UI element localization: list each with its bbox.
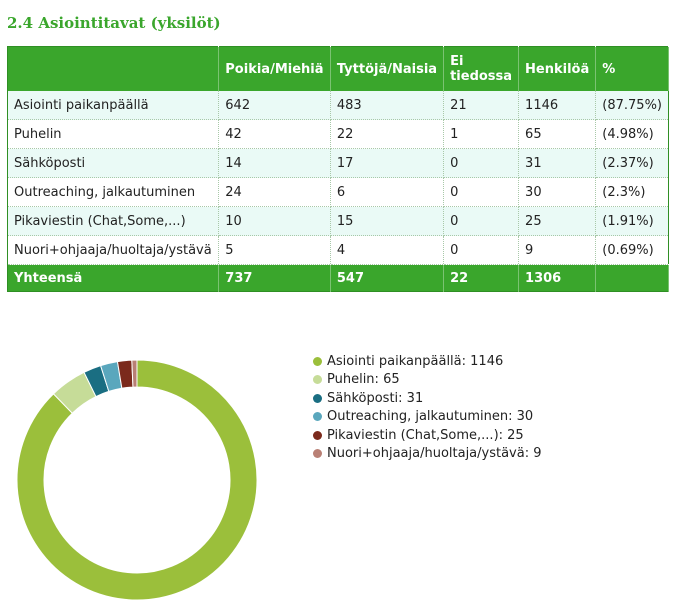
table-cell: Pikaviestin (Chat,Some,...) xyxy=(7,206,220,236)
total-cell xyxy=(595,264,669,292)
table-cell: 21 xyxy=(443,91,520,120)
table-cell: 10 xyxy=(218,206,331,236)
table-cell: 14 xyxy=(218,148,331,178)
table-cell: (2.37%) xyxy=(595,148,669,178)
table-cell: Sähköposti xyxy=(7,148,220,178)
legend-swatch xyxy=(313,356,322,366)
legend-item: Puhelin: 65 xyxy=(313,371,542,390)
donut-slice xyxy=(131,359,138,388)
table-row: Outreaching, jalkautuminen 24 6 0 30 (2.3%) xyxy=(7,177,669,207)
table-cell: 65 xyxy=(518,119,597,149)
header-cell: Tyttöjä/Naisia xyxy=(330,46,445,91)
total-cell: Yhteensä xyxy=(7,264,220,292)
legend-swatch xyxy=(313,393,322,403)
header-cell: Ei tiedossa xyxy=(443,46,520,91)
table-cell: (1.91%) xyxy=(595,206,669,236)
legend-label: Pikaviestin (Chat,Some,...): 25 xyxy=(327,427,524,443)
table-cell: 0 xyxy=(443,148,520,178)
legend-swatch xyxy=(313,375,322,385)
table-cell: Nuori+ohjaaja/huoltaja/ystävä xyxy=(7,235,220,265)
total-cell: 737 xyxy=(218,264,331,292)
table-row: Asiointi paikanpäällä 642 483 21 1146 (87.75%… xyxy=(7,91,669,120)
table-cell: 0 xyxy=(443,206,520,236)
total-cell: 22 xyxy=(443,264,520,292)
legend-label: Puhelin: 65 xyxy=(327,372,400,388)
table-cell: 42 xyxy=(218,119,331,149)
table-cell: Asiointi paikanpäällä xyxy=(7,91,220,120)
total-cell: 547 xyxy=(330,264,445,292)
table-cell: 15 xyxy=(330,206,445,236)
chart-legend: Asiointi paikanpäällä: 1146 Puhelin: 65 Sä… xyxy=(313,352,542,463)
table-cell: 5 xyxy=(218,235,331,265)
legend-swatch xyxy=(313,412,322,422)
donut-slice xyxy=(16,359,258,601)
table-row: Pikaviestin (Chat,Some,...) 10 15 0 25 (1.91%… xyxy=(7,206,669,236)
table-cell: (4.98%) xyxy=(595,119,669,149)
legend-item: Outreaching, jalkautuminen: 30 xyxy=(313,408,542,427)
table-cell: 1 xyxy=(443,119,520,149)
table-cell: 642 xyxy=(218,91,331,120)
table-cell: 17 xyxy=(330,148,445,178)
table-cell: 24 xyxy=(218,177,331,207)
legend-swatch xyxy=(313,449,322,459)
legend-item: Sähköposti: 31 xyxy=(313,389,542,408)
table-cell: 1146 xyxy=(518,91,597,120)
legend-item: Asiointi paikanpäällä: 1146 xyxy=(313,352,542,371)
table-row: Puhelin 42 22 1 65 (4.98%) xyxy=(7,119,669,149)
table-cell: 9 xyxy=(518,235,597,265)
legend-swatch xyxy=(313,430,322,440)
total-cell: 1306 xyxy=(518,264,597,292)
table-cell: 25 xyxy=(518,206,597,236)
table-cell: Outreaching, jalkautuminen xyxy=(7,177,220,207)
table-cell: 4 xyxy=(330,235,445,265)
table-cell: 0 xyxy=(443,235,520,265)
legend-item: Nuori+ohjaaja/huoltaja/ystävä: 9 xyxy=(313,445,542,464)
table-cell: (2.3%) xyxy=(595,177,669,207)
table-cell: Puhelin xyxy=(7,119,220,149)
header-cell xyxy=(7,46,220,91)
section-title: 2.4 Asiointitavat (yksilöt) xyxy=(7,14,221,32)
table-cell: 22 xyxy=(330,119,445,149)
table-cell: 483 xyxy=(330,91,445,120)
table-row: Sähköposti 14 17 0 31 (2.37%) xyxy=(7,148,669,178)
legend-label: Asiointi paikanpäällä: 1146 xyxy=(327,353,504,369)
total-row: Yhteensä 737 547 22 1306 xyxy=(7,264,669,292)
header-cell: Poikia/Miehiä xyxy=(218,46,331,91)
legend-label: Nuori+ohjaaja/huoltaja/ystävä: 9 xyxy=(327,446,542,462)
table-cell: 30 xyxy=(518,177,597,207)
table-cell: 6 xyxy=(330,177,445,207)
legend-label: Outreaching, jalkautuminen: 30 xyxy=(327,409,534,425)
header-cell: % xyxy=(595,46,669,91)
data-table: Poikia/Miehiä Tyttöjä/Naisia Ei tiedossa… xyxy=(7,46,669,292)
table-cell: 31 xyxy=(518,148,597,178)
legend-label: Sähköposti: 31 xyxy=(327,390,424,406)
table-header-row: Poikia/Miehiä Tyttöjä/Naisia Ei tiedossa… xyxy=(7,46,669,91)
header-cell: Henkilöä xyxy=(518,46,597,91)
table-row: Nuori+ohjaaja/huoltaja/ystävä 5 4 0 9 (0.69%) xyxy=(7,235,669,265)
table-cell: (0.69%) xyxy=(595,235,669,265)
legend-item: Pikaviestin (Chat,Some,...): 25 xyxy=(313,426,542,445)
table-cell: 0 xyxy=(443,177,520,207)
donut-chart xyxy=(16,359,258,601)
table-cell: (87.75%) xyxy=(595,91,669,120)
